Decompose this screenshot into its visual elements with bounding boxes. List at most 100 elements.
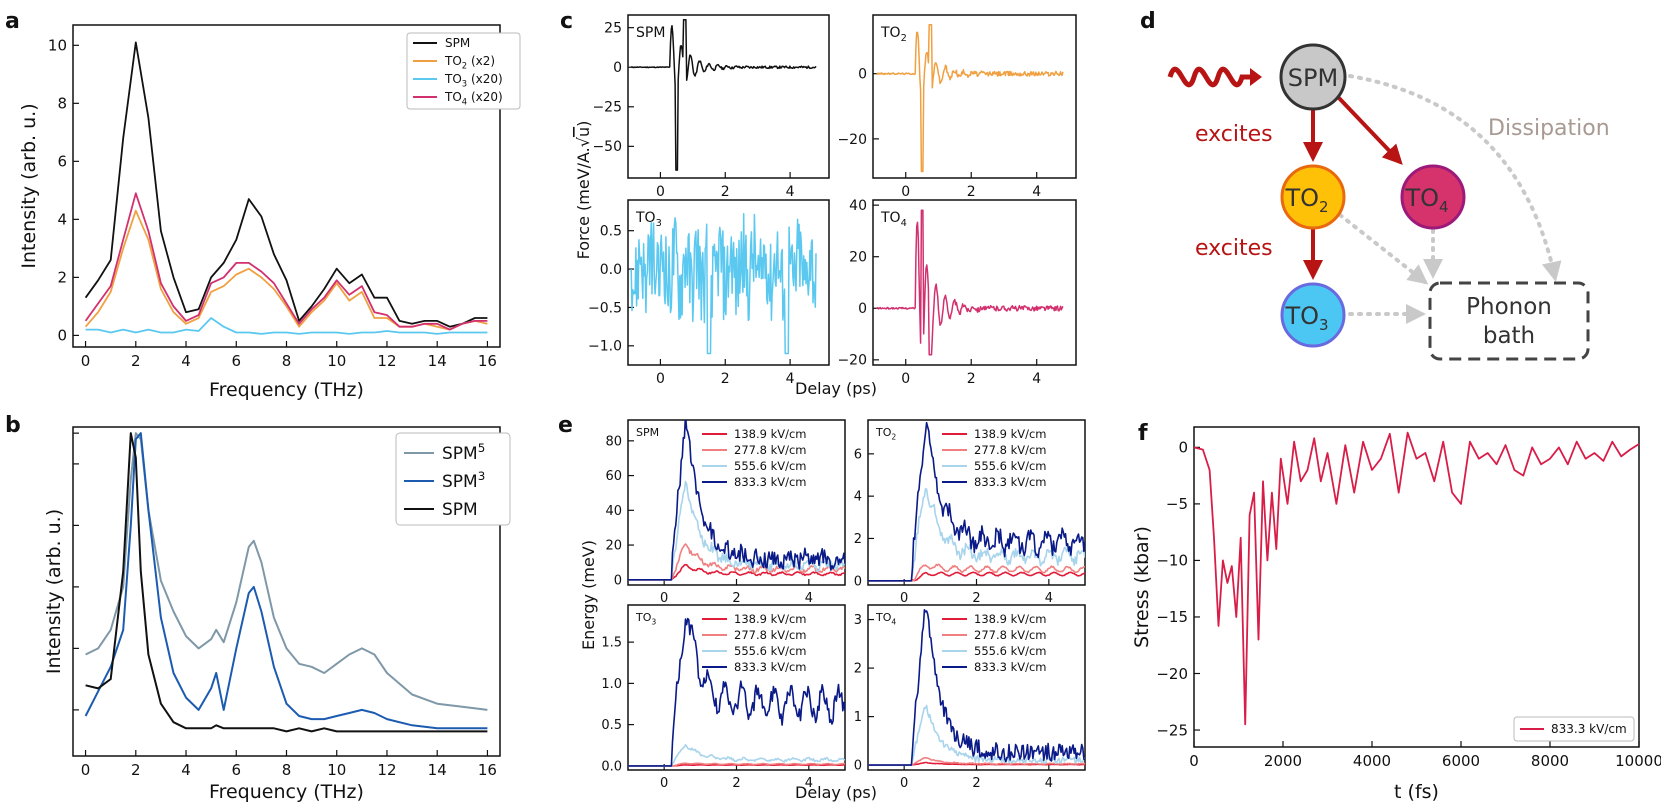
panel-b-legend (395, 432, 511, 526)
panel-e-axes-3: 0 2 4 0 1 2 3 TO4 138.9 kV/cm 277.8 kV/cm 555.6 kV… (854, 604, 1086, 791)
panel-a-series-3 (84, 192, 488, 331)
panel-e-legend-label: 555.6 kV/cm (974, 459, 1047, 473)
panel-e-axes-2-xtick-label: 0 (660, 776, 668, 791)
panel-c-axes-2-ytick-label: −0.5 (588, 300, 622, 316)
panel-e-axes-0-xtick-label: 4 (805, 591, 813, 606)
panel-a-axes-xtick-label: 0 (81, 352, 91, 370)
panel-c-axes-3-xtick-label: 4 (1032, 371, 1041, 387)
node-to2-label: TO2 (1284, 184, 1328, 216)
panel-e-legend-label: 277.8 kV/cm (974, 628, 1047, 642)
panel-f-axes-ytick-label: −5 (1166, 495, 1188, 513)
panel-e-label-1: TO2 (875, 426, 896, 441)
panel-e-axes-3-xtick-label: 4 (1045, 776, 1053, 791)
phonon-bath-label-line1: Phonon (1466, 294, 1552, 320)
panel-e-axes-1: 0 2 4 0 2 4 6 TO2 138.9 kV/cm 277.8 kV/cm 555.6 kV… (854, 419, 1086, 606)
panel-b-axes-xtick-label: 2 (131, 761, 141, 779)
panel-f-axes-ytick-label: −20 (1156, 665, 1188, 683)
panel-a-axes-ytick-label: 0 (57, 327, 67, 345)
panel-e-axes-3-ytick-label: 2 (854, 662, 862, 677)
panel-e-axes-2-xtick-label: 2 (732, 776, 740, 791)
node-to4 (1400, 164, 1466, 230)
panel-e-legend-label: 277.8 kV/cm (734, 443, 807, 457)
panel-b-series-0 (85, 432, 488, 711)
panel-c-axes-2-frame (627, 199, 830, 366)
panel-e-axes-2-ytick-label: 1.5 (601, 636, 622, 651)
panel-e-axes-1-xtick-label: 0 (900, 591, 908, 606)
panel-a-legend-label: TO2 (x2) (444, 54, 495, 71)
panel-e-xlabel: Delay (ps) (795, 783, 877, 802)
panel-a-axes-xtick-label: 10 (327, 352, 346, 370)
panel-letter-b: b (5, 413, 21, 438)
panel-c-label-0: SPM (636, 25, 665, 41)
panel-e-label-3: TO4 (875, 611, 896, 626)
panel-b-series-1 (84, 432, 488, 730)
panel-a-legend (406, 32, 521, 110)
excites-label-2: excites (1195, 236, 1273, 261)
laser-pulse-icon (1167, 66, 1258, 88)
panel-a-series-0 (84, 41, 488, 328)
panel-letter-a: a (5, 9, 20, 34)
node-to2 (1280, 164, 1346, 230)
panel-e-label-2: TO3 (635, 611, 656, 626)
panel-b-axes-xtick-label: 10 (327, 761, 346, 779)
node-to4-label: TO4 (1404, 184, 1448, 216)
panel-e-legend-label: 555.6 kV/cm (974, 644, 1047, 658)
panel-a-legend-label: SPM (445, 36, 470, 50)
panel-letter-e: e (558, 413, 573, 438)
panel-a-series-1 (84, 209, 488, 331)
node-spm (1279, 43, 1347, 111)
panel-f-legend (1513, 716, 1635, 742)
panel-c-axes-1-frame (872, 14, 1077, 179)
panel-b-ylabel: Intensity (arb. u.) (43, 509, 65, 674)
panel-c-axes-3-xtick-label: 2 (967, 371, 976, 387)
panel-a-axes-ytick-label: 4 (57, 211, 67, 229)
panel-c-axes-2: 0 2 4 0.5 0.0 −0.5 −1.0 TO3 (588, 199, 830, 387)
panel-c-series-1 (876, 24, 1064, 173)
panel-e-axes-2-ytick-label: 1.0 (601, 677, 622, 692)
panel-c-axes-0-ytick-label: 25 (604, 21, 622, 37)
panel-a-axes-xtick-label: 16 (478, 352, 497, 370)
panel-e-axes-2: 0 2 4 0.0 0.5 1.0 1.5 TO3 138.9 kV/cm 277.8 kV/cm… (601, 604, 846, 791)
panel-e-axes-0-ytick-label: 0 (614, 573, 622, 588)
panel-b-axes-xtick-label: 0 (81, 761, 91, 779)
panel-e-legend-label: 555.6 kV/cm (734, 644, 807, 658)
panel-e-axes-0-ytick-label: 40 (605, 504, 622, 519)
panel-letter-c: c (560, 9, 573, 34)
panel-b-series-2 (85, 432, 488, 733)
panel-f-axes-xtick-label: 8000 (1531, 752, 1569, 770)
panel-e-axes-1-ytick-label: 2 (854, 532, 862, 547)
panel-f-axes-xtick-label: 4000 (1353, 752, 1391, 770)
panel-c-axes-3-frame (872, 199, 1077, 366)
panel-e-series-2-2 (628, 743, 845, 767)
panel-b-axes-xtick-label: 8 (282, 761, 292, 779)
panel-f-axes: 0 2000 4000 6000 8000 10000 0 −5 −10 −15 −20 −25 t (… (1131, 426, 1661, 803)
panel-c-axes-3-ytick-label: 40 (849, 198, 867, 214)
panel-c-axes-0-xtick-label: 0 (656, 184, 665, 200)
node-to3-label: TO3 (1284, 302, 1328, 334)
panel-f-ylabel: Stress (kbar) (1131, 526, 1153, 648)
panel-c-axes-0: 0 2 4 25 0 −25 −50 SPM (592, 14, 830, 200)
panel-b-axes-xtick-label: 14 (428, 761, 447, 779)
panel-e-axes-1-ytick-label: 4 (854, 490, 862, 505)
panel-e-series-3-3 (868, 608, 1085, 766)
panel-a-axes: 0 2 4 6 8 10 12 14 16 0 2 4 6 8 10 Frequency (THz) Inten… (18, 24, 521, 401)
laser-arrowhead-icon (1250, 68, 1262, 86)
panel-e-legend-label: 277.8 kV/cm (974, 443, 1047, 457)
panel-b-legend-label: SPM5 (442, 441, 485, 464)
panel-e-label-0: SPM (636, 426, 659, 439)
panel-a-axes-xtick-label: 2 (131, 352, 141, 370)
phonon-bath-label-line2: bath (1483, 323, 1535, 349)
panel-c-axes-0-ytick-label: −50 (592, 139, 622, 155)
panel-c-label-1: TO2 (880, 25, 907, 44)
panel-a-axes-ytick-label: 6 (57, 153, 67, 171)
panel-e-legend-label: 833.3 kV/cm (734, 475, 807, 489)
panel-e-legend-label: 833.3 kV/cm (974, 475, 1047, 489)
panel-a-axes-xtick-label: 12 (377, 352, 396, 370)
panel-e-axes-1-xtick-label: 2 (972, 591, 980, 606)
panel-e-series-group-0 (628, 420, 845, 581)
panel-c-axes-2-xtick-label: 2 (721, 371, 730, 387)
panel-c-axes-1-ytick-label: 0 (858, 67, 867, 83)
panel-e-axes-1-xtick-label: 4 (1045, 591, 1053, 606)
